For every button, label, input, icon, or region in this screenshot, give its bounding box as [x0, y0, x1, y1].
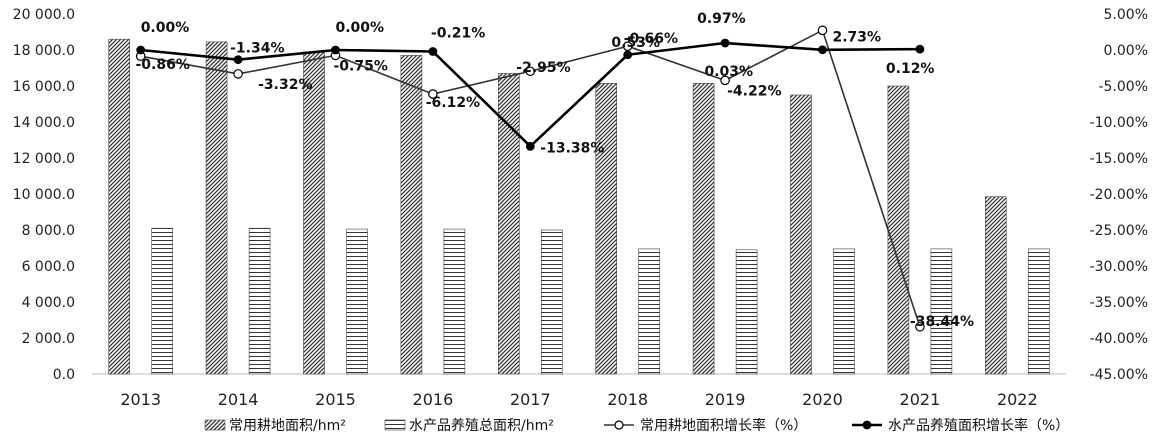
point-farmland-growth: [233, 69, 243, 79]
x-tick-label: 2015: [315, 390, 356, 409]
right-y-tick-label: -15.00%: [1090, 151, 1148, 167]
data-label-aquaculture-growth: -0.21%: [431, 26, 485, 42]
bar-farmland: [984, 196, 1007, 375]
x-tick-label: 2014: [218, 390, 259, 409]
bar-aquaculture: [735, 249, 758, 375]
point-aquaculture-growth: [623, 50, 633, 60]
data-label-farmland-growth: -0.75%: [334, 58, 388, 74]
left-y-tick-label: 4 000.0: [22, 295, 75, 311]
left-y-tick-label: 6 000.0: [22, 259, 75, 275]
data-label-farmland-growth: 0.53%: [611, 35, 660, 51]
legend-label-farmland-growth: 常用耕地面积增长率（%）: [640, 417, 807, 434]
left-y-tick-label: 2 000.0: [22, 331, 75, 347]
point-farmland-growth: [428, 89, 438, 99]
bar-aquaculture: [248, 227, 271, 375]
right-y-tick-label: -40.00%: [1090, 331, 1148, 347]
x-tick-label: 2013: [120, 390, 161, 409]
data-label-farmland-growth: 2.73%: [833, 29, 882, 45]
bar-aquaculture: [638, 248, 661, 375]
legend-marker-aquaculture-growth: [862, 420, 872, 430]
bar-aquaculture: [930, 248, 953, 375]
legend: 常用耕地面积/hm² 水产品养殖总面积/hm² 常用耕地面积增长率（%） 水产品养殖面…: [204, 417, 1069, 434]
bar-farmland: [692, 83, 715, 375]
x-tick-label: 2022: [997, 390, 1038, 409]
bar-aquaculture: [346, 228, 368, 375]
data-label-farmland-growth: -38.44%: [910, 314, 974, 330]
right-y-tick-label: -35.00%: [1090, 295, 1148, 311]
point-aquaculture-growth: [136, 45, 146, 55]
left-y-tick-label: 8 000.0: [22, 223, 75, 239]
right-y-tick-label: -20.00%: [1090, 187, 1148, 203]
legend-marker-farmland-growth: [614, 420, 624, 430]
data-label-aquaculture-growth: -1.34%: [230, 41, 284, 57]
x-tick-label: 2018: [607, 390, 648, 409]
data-label-farmland-growth: -3.32%: [258, 77, 312, 93]
bar-farmland: [595, 83, 618, 375]
point-aquaculture-growth: [331, 45, 340, 55]
data-label-aquaculture-growth: 0.12%: [886, 61, 935, 77]
legend-label-farmland: 常用耕地面积/hm²: [229, 417, 346, 434]
legend-label-aquaculture: 水产品养殖总面积/hm²: [409, 417, 554, 434]
plot-area: 0.0 2 000.0 4 000.0 6 000.0 8 000.0 10 000.0 1…: [13, 7, 1148, 409]
point-farmland-growth: [720, 75, 730, 86]
bar-aquaculture: [443, 228, 466, 375]
x-tick-label: 2019: [705, 390, 746, 409]
x-tick-label: 2016: [413, 390, 454, 409]
right-y-tick-label: -25.00%: [1090, 223, 1148, 239]
point-aquaculture-growth: [915, 44, 925, 54]
right-y-tick-label: -30.00%: [1090, 259, 1148, 275]
left-y-tick-label: 16 000.0: [13, 79, 75, 95]
data-label-aquaculture-growth: -13.38%: [540, 140, 604, 156]
data-label-aquaculture-growth: 0.97%: [697, 11, 746, 27]
data-label-aquaculture-growth: 0.00%: [141, 20, 190, 36]
legend-label-aquaculture-growth: 水产品养殖面积增长率（%）: [888, 417, 1069, 434]
point-farmland-growth: [915, 321, 925, 332]
right-y-tick-label: 5.00%: [1104, 7, 1148, 23]
bar-farmland: [887, 85, 910, 375]
point-aquaculture-growth: [428, 47, 438, 56]
point-farmland-growth: [817, 25, 828, 36]
bar-farmland: [205, 41, 228, 375]
bar-farmland: [790, 94, 812, 375]
bar-aquaculture: [151, 227, 173, 375]
left-y-tick-label: 10 000.0: [13, 187, 75, 203]
data-label-farmland-growth: -2.95%: [516, 60, 570, 76]
bar-aquaculture: [540, 229, 563, 375]
point-aquaculture-growth: [525, 141, 535, 151]
left-y-tick-label: 18 000.0: [13, 43, 75, 59]
right-y-tick-label: -5.00%: [1098, 79, 1148, 95]
data-label-farmland-growth: -4.22%: [727, 83, 781, 99]
right-y-tick-label: -45.00%: [1090, 367, 1148, 383]
bar-aquaculture: [1028, 248, 1050, 375]
x-tick-label: 2017: [510, 390, 551, 409]
point-aquaculture-growth: [818, 45, 827, 55]
bar-farmland: [303, 51, 325, 375]
x-tick-label: 2020: [802, 390, 843, 409]
x-tick-label: 2021: [900, 390, 941, 409]
data-label-farmland-growth: -6.12%: [426, 95, 480, 111]
data-label-aquaculture-growth: 0.00%: [336, 20, 385, 36]
right-y-tick-label: -10.00%: [1090, 115, 1148, 131]
point-farmland-growth: [525, 66, 536, 77]
data-label-farmland-growth: -0.86%: [136, 57, 190, 73]
bar-farmland: [497, 73, 520, 375]
bar-farmland: [400, 55, 423, 375]
point-aquaculture-growth: [233, 55, 243, 65]
data-label-aquaculture-growth: -0.66%: [624, 31, 678, 47]
legend-swatch-farmland: [204, 419, 226, 431]
point-aquaculture-growth: [720, 38, 730, 48]
right-y-tick-label: 0.00%: [1104, 43, 1148, 59]
bar-farmland: [108, 38, 130, 375]
legend-swatch-aquaculture: [384, 419, 406, 431]
left-y-tick-label: 0.0: [53, 367, 75, 383]
left-y-tick-label: 20 000.0: [13, 7, 75, 23]
left-y-tick-label: 14 000.0: [13, 115, 75, 131]
data-label-aquaculture-growth: 0.03%: [705, 64, 754, 80]
left-y-tick-label: 12 000.0: [13, 151, 75, 167]
bar-aquaculture: [833, 248, 855, 375]
